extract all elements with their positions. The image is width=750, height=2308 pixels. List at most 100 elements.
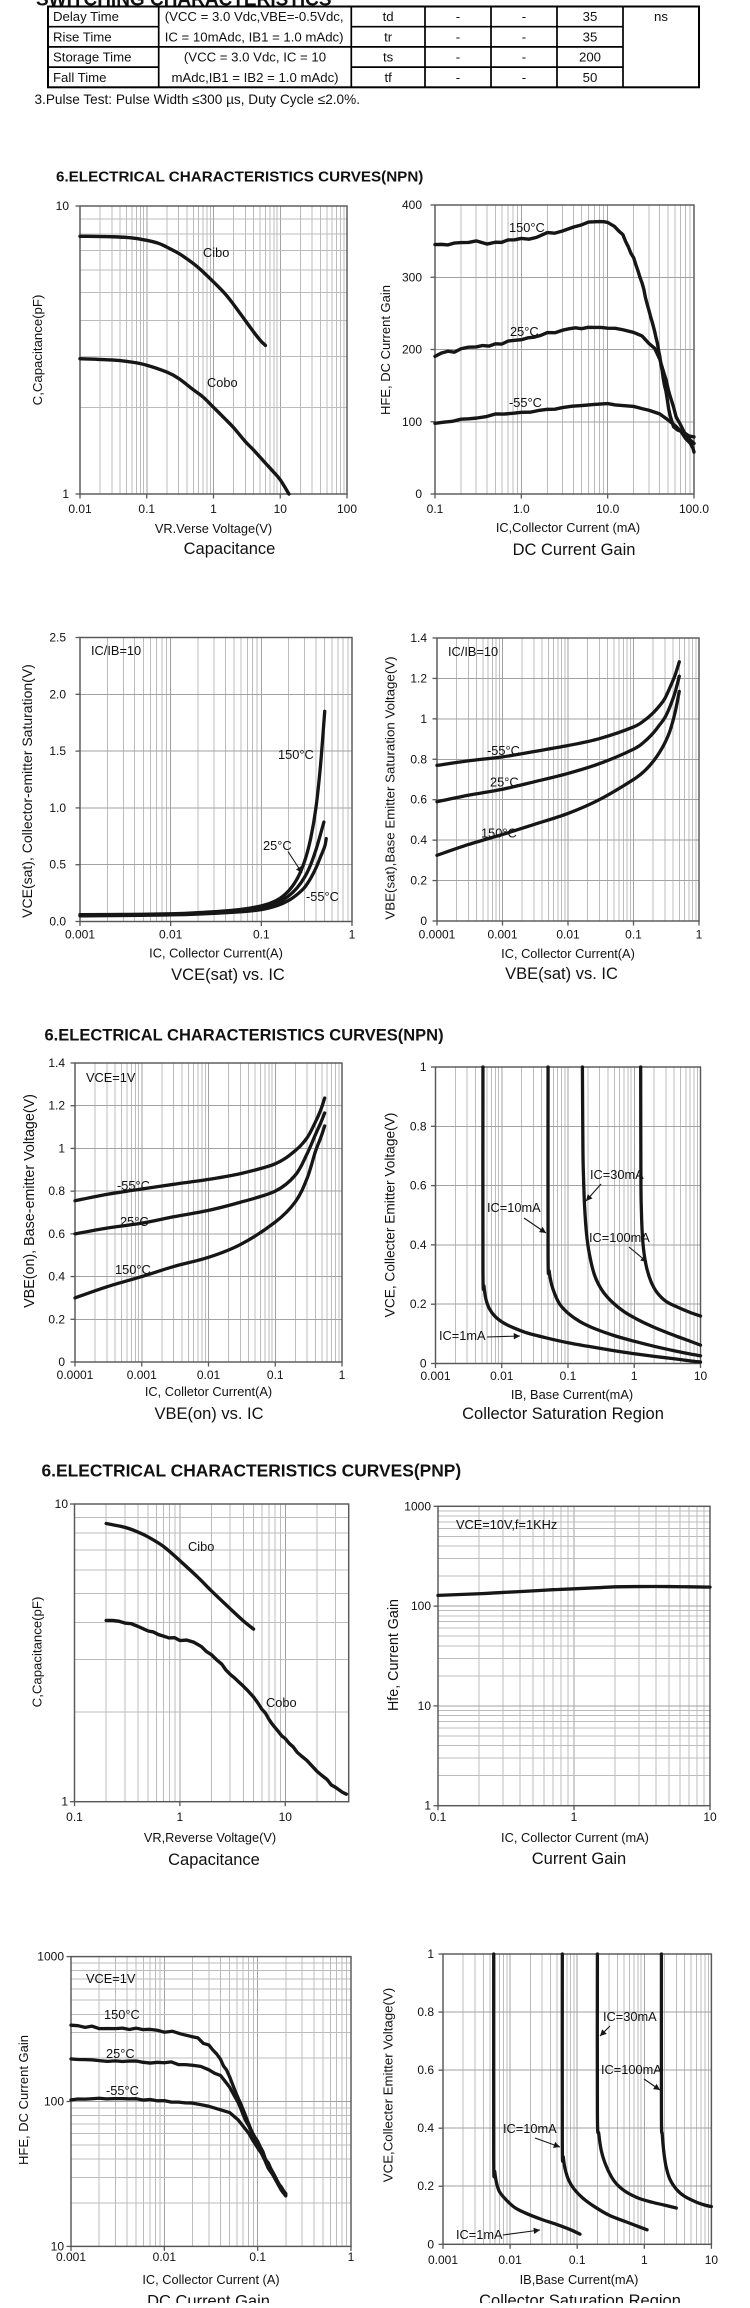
svg-text:0.4: 0.4 — [410, 833, 427, 847]
svg-text:IC=30mA: IC=30mA — [590, 1167, 644, 1182]
svg-text:10: 10 — [274, 502, 288, 516]
svg-text:0: 0 — [420, 914, 427, 928]
svg-text:10: 10 — [694, 1369, 708, 1383]
svg-text:200: 200 — [579, 50, 601, 65]
svg-text:35: 35 — [583, 29, 598, 44]
svg-text:50: 50 — [583, 70, 598, 85]
svg-text:IC=1mA: IC=1mA — [456, 2227, 503, 2242]
svg-text:0.0001: 0.0001 — [57, 1368, 94, 1382]
svg-text:0.1: 0.1 — [560, 1369, 577, 1383]
svg-text:VBE(sat),Base Emitter Saturati: VBE(sat),Base Emitter Saturation Voltage… — [383, 656, 398, 919]
svg-text:VCE=10V,f=1KHz: VCE=10V,f=1KHz — [456, 1517, 557, 1532]
svg-text:0.0: 0.0 — [49, 915, 66, 929]
svg-text:IC=10mA: IC=10mA — [503, 2121, 557, 2136]
svg-text:mAdc,IB1 = IB2 = 1.0 mAdc): mAdc,IB1 = IB2 = 1.0 mAdc) — [171, 70, 338, 85]
svg-text:0.01: 0.01 — [68, 502, 92, 516]
svg-text:Collector Saturation Region: Collector Saturation Region — [462, 1405, 664, 1423]
svg-text:0.1: 0.1 — [253, 928, 270, 942]
svg-text:VBE(on), Base-emitter Voltage(: VBE(on), Base-emitter Voltage(V) — [22, 1094, 38, 1308]
svg-text:1: 1 — [177, 1810, 184, 1824]
svg-text:1.2: 1.2 — [410, 671, 427, 685]
svg-text:VCE,Collecter Emitter Voltage(: VCE,Collecter Emitter Voltage(V) — [381, 1988, 396, 2182]
svg-text:0.8: 0.8 — [417, 2005, 434, 2019]
svg-text:150°C: 150°C — [115, 1262, 151, 1277]
svg-text:0.4: 0.4 — [410, 1238, 427, 1252]
svg-text:1.4: 1.4 — [48, 1056, 65, 1070]
svg-text:IC = 10mAdc, IB1 = 1.0 mAdc): IC = 10mAdc, IB1 = 1.0 mAdc) — [165, 29, 344, 44]
svg-text:VCE, Collecter Emitter Voltage: VCE, Collecter Emitter Voltage(V) — [383, 1113, 398, 1318]
svg-text:-55°C: -55°C — [306, 889, 339, 904]
svg-text:0.01: 0.01 — [153, 2250, 177, 2264]
svg-text:0.001: 0.001 — [56, 2250, 86, 2264]
svg-text:1: 1 — [571, 1810, 578, 1824]
svg-text:0.1: 0.1 — [430, 1810, 447, 1824]
svg-text:Rise Time: Rise Time — [53, 29, 112, 44]
svg-text:SWITCHING CHARACTERISTICS: SWITCHING CHARACTERISTICS — [36, 0, 332, 11]
svg-text:25°C: 25°C — [106, 2046, 135, 2061]
svg-text:-: - — [522, 29, 526, 44]
svg-text:IC, Collector Current (A): IC, Collector Current (A) — [142, 2272, 279, 2287]
svg-text:Cibo: Cibo — [188, 1539, 214, 1554]
svg-text:1: 1 — [424, 1799, 431, 1813]
svg-text:100: 100 — [337, 502, 357, 516]
svg-text:1: 1 — [631, 1369, 638, 1383]
svg-text:IC=10mA: IC=10mA — [487, 1200, 541, 1215]
svg-text:IC, Collector Current(A): IC, Collector Current(A) — [501, 946, 635, 961]
svg-text:25°C: 25°C — [510, 324, 539, 339]
svg-text:0.1: 0.1 — [249, 2250, 266, 2264]
svg-text:-55°C: -55°C — [509, 395, 542, 410]
svg-text:Storage Time: Storage Time — [53, 50, 131, 65]
svg-text:0.8: 0.8 — [48, 1184, 65, 1198]
svg-text:IC=100mA: IC=100mA — [601, 2062, 662, 2077]
svg-text:0.6: 0.6 — [410, 793, 427, 807]
svg-text:-: - — [522, 50, 526, 65]
svg-text:VBE(on) vs. IC: VBE(on) vs. IC — [154, 1405, 263, 1423]
svg-text:1: 1 — [210, 502, 217, 516]
svg-text:0: 0 — [415, 487, 422, 501]
svg-text:0.2: 0.2 — [410, 1297, 427, 1311]
svg-text:100.0: 100.0 — [679, 502, 709, 516]
svg-text:tr: tr — [384, 29, 393, 44]
svg-text:DC Current Gain: DC Current Gain — [513, 541, 636, 559]
svg-text:0.1: 0.1 — [138, 502, 155, 516]
svg-text:150°C: 150°C — [278, 747, 314, 762]
svg-text:1: 1 — [62, 487, 69, 501]
svg-text:Cibo: Cibo — [203, 245, 229, 260]
svg-text:10: 10 — [703, 1810, 717, 1824]
svg-text:IC, Collector Current (mA): IC, Collector Current (mA) — [501, 1830, 649, 1845]
svg-text:0.1: 0.1 — [66, 1810, 83, 1824]
svg-text:1.0: 1.0 — [49, 801, 66, 815]
svg-text:0.5: 0.5 — [49, 858, 66, 872]
svg-text:10: 10 — [705, 2253, 719, 2267]
svg-text:0: 0 — [420, 1357, 427, 1371]
svg-text:Cobo: Cobo — [207, 375, 238, 390]
svg-text:Collector Saturation Region: Collector Saturation Region — [479, 2292, 681, 2303]
svg-text:IC, Collector Current(A): IC, Collector Current(A) — [149, 946, 283, 961]
svg-text:-55°C: -55°C — [117, 1178, 150, 1193]
svg-text:0.001: 0.001 — [420, 1369, 450, 1383]
svg-text:1: 1 — [641, 2253, 648, 2267]
svg-text:1: 1 — [696, 928, 703, 942]
svg-text:300: 300 — [402, 270, 422, 284]
svg-text:35: 35 — [583, 9, 598, 24]
svg-text:25°C: 25°C — [490, 775, 519, 790]
svg-text:-: - — [456, 50, 460, 65]
svg-text:0: 0 — [427, 2237, 434, 2251]
svg-text:-: - — [456, 29, 460, 44]
svg-text:IC=100mA: IC=100mA — [589, 1230, 650, 1245]
svg-text:0.0001: 0.0001 — [419, 928, 456, 942]
svg-text:6.ELECTRICAL CHARACTERISTICS C: 6.ELECTRICAL CHARACTERISTICS CURVES(PNP) — [42, 1461, 462, 1481]
svg-text:150°C: 150°C — [481, 826, 517, 841]
svg-text:-55°C: -55°C — [106, 2083, 139, 2098]
svg-text:100: 100 — [402, 415, 422, 429]
svg-text:Fall Time: Fall Time — [53, 70, 107, 85]
svg-text:-: - — [522, 70, 526, 85]
svg-text:2.0: 2.0 — [49, 687, 66, 701]
svg-text:25°C: 25°C — [120, 1214, 149, 1229]
svg-text:HFE, DC Current Gain: HFE, DC Current Gain — [16, 2035, 31, 2165]
svg-text:2.5: 2.5 — [49, 631, 66, 645]
svg-text:VCE=1V: VCE=1V — [86, 1971, 136, 1986]
svg-text:0.6: 0.6 — [48, 1227, 65, 1241]
svg-text:Capacitance: Capacitance — [184, 540, 276, 558]
svg-text:10: 10 — [418, 1699, 432, 1713]
